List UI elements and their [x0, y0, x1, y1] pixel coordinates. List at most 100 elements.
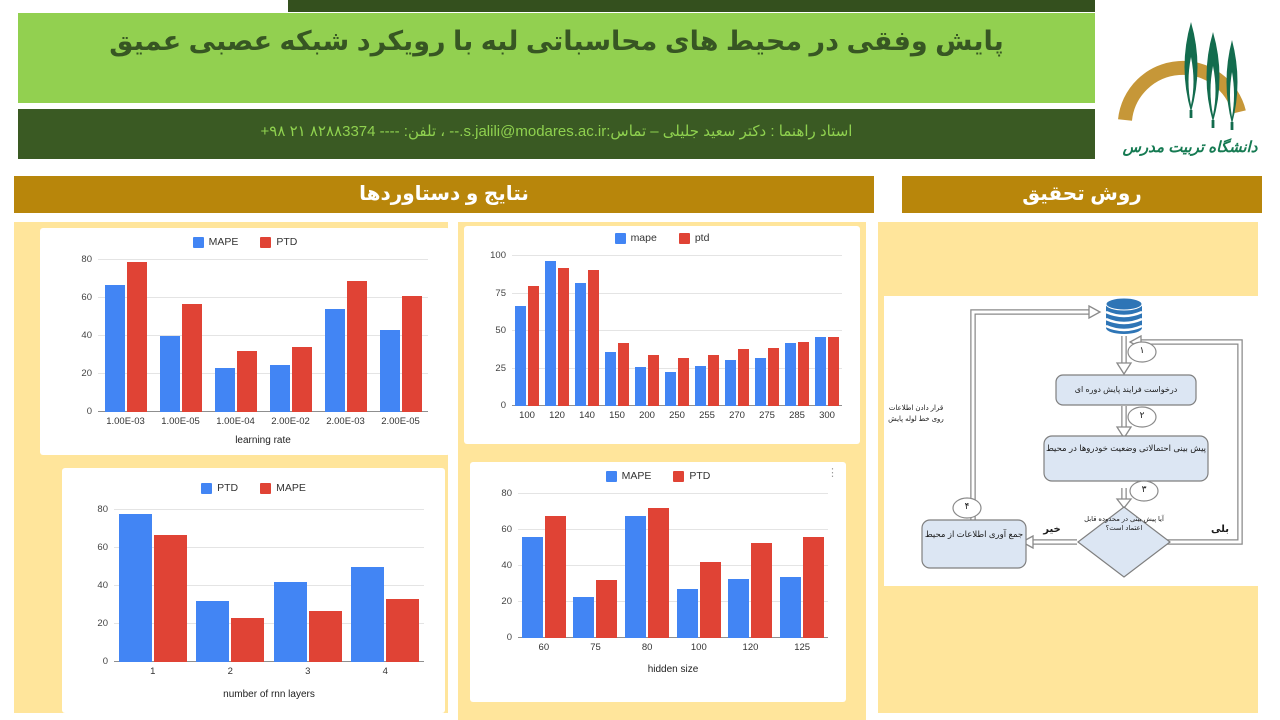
bar-mape [725, 359, 736, 406]
bar-ptd [351, 567, 385, 662]
flow-step-number-4: ۴ [964, 501, 970, 511]
flow-step-number-1: ۱ [1139, 345, 1145, 355]
legend-swatch [614, 232, 626, 244]
bar-ptd [118, 513, 152, 662]
y-tick-label: 75 [495, 287, 506, 299]
legend-item: mape [614, 232, 657, 244]
bar-ptd [588, 269, 599, 406]
gridline [512, 292, 842, 294]
bar-ptd [181, 303, 202, 412]
step-oval-1 [1127, 341, 1157, 363]
gridline [98, 411, 428, 412]
y-tick-label: 60 [501, 524, 512, 535]
gridline [512, 405, 842, 406]
legend-swatch [192, 236, 204, 248]
x-tick-label: 2.00E-03 [326, 416, 365, 427]
bar-group [269, 510, 347, 662]
bar-group [98, 260, 153, 412]
bar-group [692, 256, 722, 406]
bar-mape [386, 599, 420, 662]
gridline [98, 373, 428, 374]
bar-ptd [618, 343, 629, 406]
y-tick-label: 20 [97, 618, 108, 629]
bar-group [318, 260, 373, 412]
y-tick-label: 0 [506, 632, 512, 643]
page-title: پایش وفقی در محیط های محاسباتی لبه با رو… [109, 26, 1004, 56]
bar-group [192, 510, 270, 662]
gridline [114, 547, 424, 548]
x-tick-label: 100 [519, 410, 535, 421]
bar-group [722, 256, 752, 406]
bar-mape [605, 352, 616, 406]
x-tick-label: 100 [690, 642, 707, 653]
university-name: دانشگاه تربیت مدرس [1122, 139, 1258, 156]
bar-mape [104, 284, 125, 412]
x-tick-label: 275 [759, 410, 775, 421]
x-tick-label: 1 [150, 666, 156, 677]
y-tick-label: 40 [501, 560, 512, 571]
y-tick-label: 25 [495, 362, 506, 374]
x-tick-label: 3 [305, 666, 311, 677]
bar-mape [308, 610, 342, 662]
x-tick-label: 4 [382, 666, 388, 677]
university-logo [1103, 2, 1277, 168]
flow-pipeline-note: قرار دادن اطلاعات روی خط لوله پایش [888, 405, 944, 423]
bar-ptd [648, 508, 670, 638]
bar-group [512, 256, 542, 406]
legend-swatch [260, 236, 272, 248]
gridline [98, 259, 428, 260]
method-section-header: روش تحقیق [902, 176, 1262, 213]
flow-decision-label: آیا پیش بینی در محدوده قابل اعتماد است؟ [1084, 516, 1164, 533]
bar-ptd [678, 358, 689, 406]
gridline [518, 637, 828, 638]
step-oval-4 [952, 497, 982, 519]
chart-plot-area [114, 509, 424, 662]
bar-group [518, 494, 570, 638]
bar-mape [515, 305, 526, 406]
chart-menu-icon[interactable]: ⋮ [827, 467, 838, 479]
bar-ptd [401, 296, 422, 412]
x-tick-label: 125 [794, 642, 811, 653]
bar-ptd [738, 349, 749, 406]
x-tick-label: 75 [590, 642, 601, 653]
gridline [518, 529, 828, 530]
x-tick-label: 255 [699, 410, 715, 421]
bar-ptd [751, 542, 773, 638]
y-tick-label: 80 [501, 488, 512, 499]
gridline [512, 367, 842, 369]
chart-legend: MAPE PTD [40, 236, 450, 248]
gridline [512, 330, 842, 331]
legend-item: ptd [678, 232, 709, 244]
x-axis-title: number of rnn layers [223, 689, 315, 700]
x-tick-label: 2.00E-05 [381, 416, 420, 427]
x-axis-title: learning rate [235, 435, 291, 446]
bar-group [725, 494, 777, 638]
bar-ptd [558, 268, 569, 406]
legend-item: PTD [201, 482, 238, 494]
bar-mape [625, 515, 647, 638]
bar-group [673, 494, 725, 638]
supervisor-contact-line: استاد راهنما : دکتر سعید جلیلی – تماس:s.… [260, 123, 853, 140]
gridline [518, 565, 828, 566]
gridline [518, 493, 828, 494]
flow-box-predict-label: پیش بینی احتمالاتی وضعیت خودروها در محیط [1045, 443, 1207, 453]
bar-mape [379, 330, 400, 412]
y-tick-label: 60 [81, 292, 92, 303]
y-tick-label: 80 [81, 254, 92, 265]
bar-ptd [708, 355, 719, 406]
bar-group [632, 256, 662, 406]
x-tick-label: 2 [227, 666, 233, 677]
flowchart-diagram [921, 297, 1243, 578]
chart-legend: PTD MAPE [62, 482, 445, 494]
bar-mape [785, 343, 796, 406]
legend-swatch [673, 470, 685, 482]
bar-mape [269, 364, 290, 412]
database-icon [1105, 297, 1143, 334]
bar-mape [635, 367, 646, 406]
bar-mape [545, 260, 556, 406]
legend-label: PTD [689, 470, 711, 482]
x-tick-label: 80 [641, 642, 653, 653]
gridline [114, 623, 424, 624]
bar-mape [665, 371, 676, 406]
university-logo-icon [1118, 22, 1246, 130]
